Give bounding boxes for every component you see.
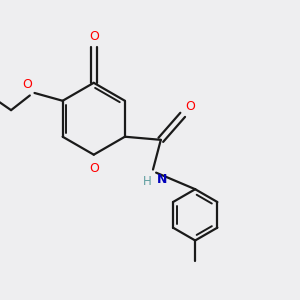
Text: O: O	[185, 100, 195, 113]
Text: O: O	[89, 163, 99, 176]
Text: N: N	[157, 173, 167, 186]
Text: H: H	[143, 175, 152, 188]
Text: O: O	[89, 30, 99, 43]
Text: O: O	[22, 78, 32, 92]
